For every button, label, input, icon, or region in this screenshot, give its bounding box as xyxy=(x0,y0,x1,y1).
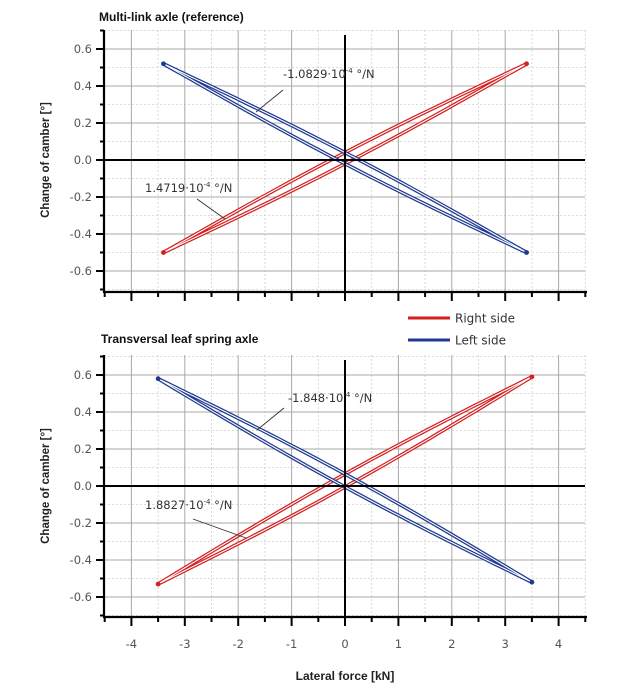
x-axis-label: Lateral force [kN] xyxy=(296,669,395,683)
annotation-text: 1.4719·10-4 °/N xyxy=(145,181,232,195)
series-endpoint xyxy=(524,61,529,67)
x-tick-label: 3 xyxy=(502,637,509,651)
x-tick-label: -4 xyxy=(126,637,137,651)
annotation-right-side: 1.8827·10-4 °/N xyxy=(145,498,247,539)
annotation-right-side: 1.4719·10-4 °/N xyxy=(145,181,232,220)
chart-title: Transversal leaf spring axle xyxy=(101,332,259,346)
x-tick-label: -2 xyxy=(232,637,243,651)
y-tick-label: -0.4 xyxy=(70,227,92,241)
annotation-leader xyxy=(255,89,284,113)
annotation-left-side: -1.0829·10-4 °/N xyxy=(255,67,375,113)
annotation-leader xyxy=(192,518,247,539)
curves xyxy=(155,374,535,587)
y-axis-label: Change of camber [°] xyxy=(40,428,52,544)
annotation-text: -1.0829·10-4 °/N xyxy=(283,67,375,81)
legend-label: Left side xyxy=(455,334,506,348)
y-tick-label: -0.6 xyxy=(70,264,92,278)
y-tick-label: -0.2 xyxy=(70,190,92,204)
y-tick-label: 0.0 xyxy=(74,153,92,167)
chart-title: Multi-link axle (reference) xyxy=(99,10,244,24)
legend-label: Right side xyxy=(455,312,515,326)
axes xyxy=(96,355,587,626)
series-endpoint xyxy=(524,250,529,255)
x-tick-label: -1 xyxy=(286,637,297,651)
chart-multi-link-axle: Multi-link axle (reference) 0.6 0.4 0.2 0.0… xyxy=(40,10,587,301)
y-tick-label: 0.2 xyxy=(74,442,92,456)
series-right-side xyxy=(161,61,529,255)
series-right-side xyxy=(155,374,535,587)
x-tick-label: 0 xyxy=(341,637,348,651)
x-tick-label: -3 xyxy=(179,637,190,651)
x-tick-label: 2 xyxy=(448,637,455,651)
y-tick-label: -0.4 xyxy=(70,553,92,567)
y-tick-label: 0.6 xyxy=(74,42,92,56)
y-tick-label: -0.2 xyxy=(70,516,92,530)
y-tick-label: 0.2 xyxy=(74,116,92,130)
series-endpoint xyxy=(529,374,535,380)
series-endpoint xyxy=(155,581,161,587)
series-endpoint xyxy=(161,61,166,67)
legend-entry-right-side: Right side xyxy=(408,312,515,326)
legend: Right side Left side xyxy=(408,312,515,348)
y-tick-label: -0.6 xyxy=(70,590,92,604)
axes xyxy=(96,29,587,301)
y-tick-label: 0.4 xyxy=(74,79,92,93)
y-tick-label: 0.0 xyxy=(74,479,92,493)
series-left-side xyxy=(161,61,529,255)
series-left-side xyxy=(155,376,535,585)
annotation-leader xyxy=(256,407,285,431)
annotation-text: 1.8827·10-4 °/N xyxy=(145,498,232,512)
x-tick-label: 1 xyxy=(395,637,402,651)
tick-labels: 0.6 0.4 0.2 0.0 -0.2 -0.4 -0.6 xyxy=(70,42,92,278)
series-endpoint xyxy=(529,579,535,585)
chart-transversal-leaf-spring-axle: Transversal leaf spring axle 0.60.40.20.… xyxy=(40,332,587,651)
curves xyxy=(161,61,529,255)
x-tick-label: 4 xyxy=(555,637,562,651)
y-tick-label: 0.6 xyxy=(74,368,92,382)
series-endpoint xyxy=(155,376,161,382)
legend-entry-left-side: Left side xyxy=(408,334,506,348)
annotation-text: -1.848·10-4 °/N xyxy=(288,391,372,405)
tick-labels: 0.6 0.4 0.2 0.0 -0.2 -0.4 -0.6 -4 -3 -2 -1 0 1 2 3 4 xyxy=(70,368,563,651)
series-endpoint xyxy=(161,250,166,255)
y-axis-label: Change of camber [°] xyxy=(40,102,52,218)
annotation-left-side: -1.848·10-4 °/N xyxy=(256,391,372,431)
annotation-leader xyxy=(196,198,226,220)
y-tick-label: 0.4 xyxy=(74,405,92,419)
